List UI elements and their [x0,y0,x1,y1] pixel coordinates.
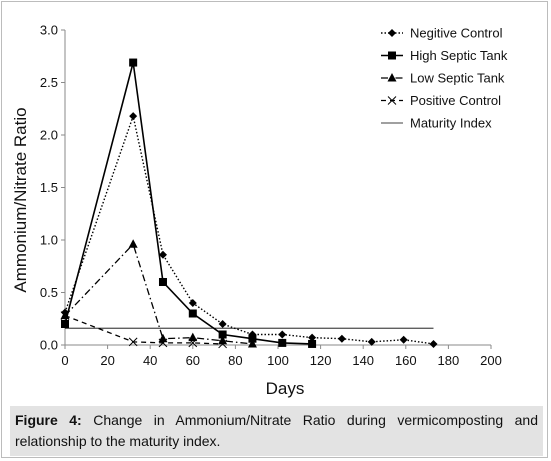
legend-marker [388,29,396,37]
legend-marker [388,51,396,60]
data-point-positive-control [60,311,70,320]
data-point-negitive-control [129,112,138,121]
x-axis-label: Days [266,379,305,398]
data-point-positive-control [188,338,198,348]
legend-item-high-septic-tank: High Septic Tank [381,48,508,63]
series-line-negitive-control [64,113,434,345]
marker-stroke [387,96,397,105]
y-axis-label: Ammonium/Nitrate Ratio [11,107,30,292]
series-positive-control [60,311,227,349]
data-point-high-septic-tank [308,339,317,348]
legend-marker [387,96,397,105]
x-tick-label: 100 [267,353,289,368]
x-tick-label: 40 [143,353,157,368]
x-tick-label: 60 [186,353,200,368]
x-tick-label: 140 [352,353,374,368]
data-point-low-septic-tank [158,333,168,343]
y-tick-label: 0.5 [40,285,58,300]
x-tick-label: 20 [100,353,114,368]
data-point-low-septic-tank [188,332,198,342]
marker-stroke [158,338,168,348]
data-point-negitive-control [308,333,317,342]
y-tick-label: 1.5 [40,180,58,195]
data-point-positive-control [218,339,227,349]
marker-stroke [188,338,198,348]
legend-label: Negitive Control [410,26,503,41]
data-point-high-septic-tank [188,309,197,318]
series-high-septic-tank [61,58,317,348]
axes: 0.0 0.5 1.0 1.5 2.0 2.5 3.0 0 20 40 60 80 100 120 140 1… [40,23,502,369]
legend-label: High Septic Tank [410,48,508,63]
marker-stroke [60,311,70,320]
series-negitive-control [61,112,438,348]
x-tick-label: 180 [438,353,460,368]
legend-item-positive-control: Positive Control [381,93,501,108]
caption-label: Figure 4: [15,412,82,428]
y-tick-label: 0.0 [40,338,58,353]
legend-marker [387,73,397,82]
legend-item-low-septic-tank: Low Septic Tank [381,71,505,86]
caption-text: Change in Ammonium/Nitrate Ratio during … [15,412,538,449]
data-point-high-septic-tank [158,278,167,286]
data-point-low-septic-tank [247,338,257,348]
data-point-negitive-control [278,330,287,339]
legend-item-maturity-index: Maturity Index [381,116,492,131]
data-point-negitive-control [337,334,346,343]
line-chart: 0.0 0.5 1.0 1.5 2.0 2.5 3.0 0 20 40 60 80 100 120 140 1… [11,23,508,399]
legend-label: Low Septic Tank [410,71,505,86]
data-point-high-septic-tank [129,58,138,67]
series-line-positive-control [64,314,223,345]
data-point-negitive-control [367,337,376,346]
data-point-high-septic-tank [248,334,257,343]
y-tick-label: 1.0 [40,233,58,248]
series-line-low-septic-tank [64,242,253,345]
data-point-positive-control [158,338,168,348]
series-line-high-septic-tank [64,62,313,345]
legend-label: Maturity Index [410,116,492,131]
x-tick-label: 160 [395,353,417,368]
series-layer [60,58,438,349]
y-tick-label: 2.5 [40,75,58,90]
data-point-high-septic-tank [61,320,69,328]
data-point-negitive-control [188,299,197,307]
data-point-positive-control [128,337,138,347]
data-point-high-septic-tank [218,330,227,339]
x-tick-label: 0 [61,353,68,368]
data-point-negitive-control [158,250,167,259]
y-tick-label: 2.0 [40,128,58,143]
figure-caption: Figure 4: Change in Ammonium/Nitrate Rat… [10,406,543,456]
x-tick-label: 80 [228,353,242,368]
data-point-high-septic-tank [278,338,287,347]
legend-item-negitive-control: Negitive Control [381,26,503,41]
marker-stroke [218,339,227,349]
data-point-negitive-control [429,339,438,348]
marker-stroke [128,337,138,347]
data-point-low-septic-tank [128,239,138,248]
data-point-negitive-control [399,335,408,344]
legend: Negitive Control High Septic Tank Low Sept… [381,26,508,131]
legend-label: Positive Control [410,93,501,108]
data-point-negitive-control [218,320,227,328]
y-tick-label: 3.0 [40,23,58,38]
x-tick-label: 200 [480,353,502,368]
x-tick-label: 120 [310,353,332,368]
